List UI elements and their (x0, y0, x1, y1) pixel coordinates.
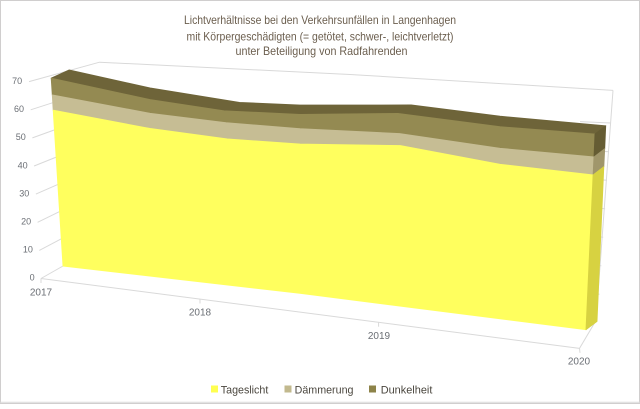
svg-text:2017: 2017 (30, 288, 53, 299)
svg-text:50: 50 (16, 132, 26, 142)
svg-text:2018: 2018 (189, 308, 212, 319)
svg-text:2019: 2019 (368, 331, 391, 342)
svg-text:Dunkelheit: Dunkelheit (381, 385, 433, 397)
svg-text:unter Beteiligung von Radfahre: unter Beteiligung von Radfahrenden (236, 44, 408, 58)
svg-text:10: 10 (23, 245, 33, 255)
svg-text:60: 60 (14, 104, 24, 114)
svg-text:Dämmerung: Dämmerung (295, 385, 354, 397)
svg-text:2020: 2020 (568, 357, 591, 368)
svg-text:70: 70 (12, 76, 22, 86)
svg-text:Lichtverhältnisse bei den Verk: Lichtverhältnisse bei den Verkehrsunfäll… (184, 13, 456, 27)
svg-text:0: 0 (30, 273, 35, 283)
svg-text:20: 20 (21, 216, 31, 226)
svg-text:Tageslicht: Tageslicht (221, 385, 268, 397)
svg-text:mit Körpergeschädigten (= getö: mit Körpergeschädigten (= getötet, schwe… (187, 29, 454, 43)
svg-text:40: 40 (18, 160, 28, 170)
svg-text:30: 30 (19, 188, 29, 198)
